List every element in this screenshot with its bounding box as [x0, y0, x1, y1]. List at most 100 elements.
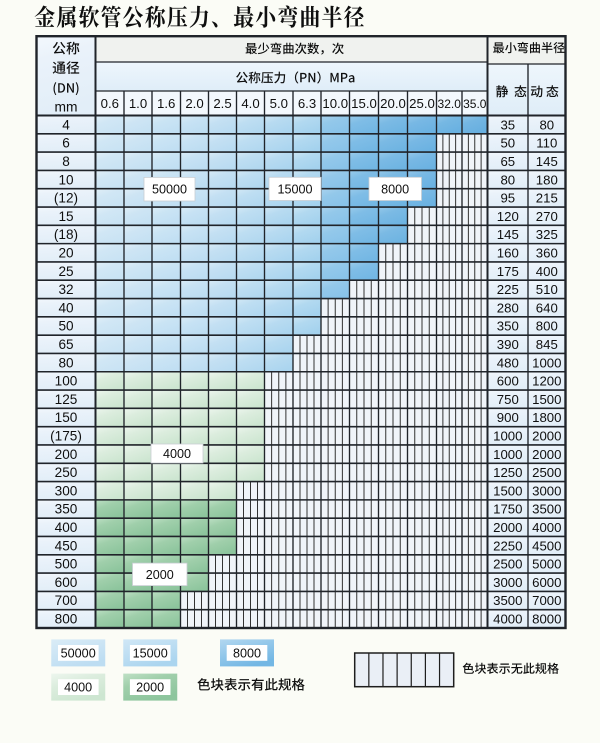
svg-text:500: 500	[55, 557, 78, 572]
svg-text:110: 110	[536, 136, 557, 151]
svg-text:600: 600	[55, 575, 78, 590]
svg-text:50000: 50000	[61, 646, 96, 660]
svg-text:50: 50	[58, 319, 74, 334]
svg-text:2.0: 2.0	[185, 96, 203, 111]
svg-text:2000: 2000	[493, 520, 522, 535]
svg-text:600: 600	[497, 374, 519, 389]
svg-text:1000: 1000	[493, 429, 522, 444]
svg-text:2.5: 2.5	[213, 96, 231, 111]
svg-text:2000: 2000	[532, 447, 561, 462]
svg-text:65: 65	[58, 337, 73, 352]
svg-text:450: 450	[55, 538, 78, 553]
svg-text:510: 510	[536, 282, 558, 297]
svg-text:360: 360	[536, 246, 558, 261]
svg-text:32.0: 32.0	[438, 97, 462, 111]
svg-text:145: 145	[497, 227, 519, 242]
svg-text:4: 4	[62, 117, 70, 132]
svg-text:845: 845	[536, 337, 558, 352]
svg-text:400: 400	[536, 264, 558, 279]
svg-text:5.0: 5.0	[270, 96, 288, 111]
svg-text:25.0: 25.0	[409, 96, 435, 111]
svg-text:145: 145	[536, 154, 558, 169]
svg-text:8000: 8000	[233, 646, 261, 660]
svg-text:1.6: 1.6	[157, 96, 175, 111]
svg-text:8: 8	[62, 154, 70, 169]
svg-text:35.0: 35.0	[463, 97, 487, 111]
svg-text:10.0: 10.0	[322, 96, 348, 111]
svg-text:480: 480	[497, 355, 519, 370]
svg-text:50000: 50000	[152, 183, 187, 197]
svg-text:2250: 2250	[493, 538, 522, 553]
svg-text:280: 280	[497, 300, 519, 315]
svg-text:15.0: 15.0	[351, 96, 377, 111]
svg-text:4000: 4000	[163, 447, 191, 461]
svg-text:4000: 4000	[532, 520, 561, 535]
svg-text:mm: mm	[55, 100, 78, 115]
svg-text:1.0: 1.0	[129, 96, 147, 111]
svg-text:225: 225	[497, 282, 519, 297]
svg-text:(175): (175)	[50, 429, 82, 444]
svg-text:4500: 4500	[532, 538, 561, 553]
svg-text:10: 10	[58, 172, 74, 187]
svg-text:8000: 8000	[381, 182, 409, 196]
svg-text:180: 180	[536, 172, 558, 187]
svg-text:215: 215	[536, 191, 558, 206]
svg-text:80: 80	[500, 172, 515, 187]
svg-text:1800: 1800	[532, 410, 561, 425]
svg-text:4000: 4000	[64, 681, 92, 695]
svg-text:1200: 1200	[532, 374, 561, 389]
svg-text:20: 20	[58, 246, 74, 261]
svg-text:800: 800	[55, 612, 78, 627]
svg-text:350: 350	[497, 319, 519, 334]
svg-text:40: 40	[58, 300, 74, 315]
svg-text:750: 750	[497, 392, 519, 407]
svg-text:(18): (18)	[54, 227, 78, 242]
svg-text:325: 325	[536, 227, 558, 242]
svg-text:2000: 2000	[146, 568, 174, 582]
svg-text:800: 800	[536, 319, 558, 334]
svg-text:2500: 2500	[493, 557, 522, 572]
svg-text:900: 900	[497, 410, 519, 425]
svg-text:15: 15	[58, 209, 73, 224]
svg-text:3000: 3000	[532, 483, 561, 498]
svg-text:120: 120	[497, 209, 519, 224]
svg-text:4.0: 4.0	[241, 96, 259, 111]
svg-text:1000: 1000	[532, 355, 561, 370]
svg-text:270: 270	[536, 209, 558, 224]
svg-text:(12): (12)	[54, 191, 78, 206]
svg-text:20.0: 20.0	[380, 96, 406, 111]
svg-text:6.3: 6.3	[298, 96, 316, 111]
svg-text:2500: 2500	[532, 465, 561, 480]
svg-text:1500: 1500	[493, 483, 522, 498]
svg-text:640: 640	[536, 300, 558, 315]
svg-text:6000: 6000	[532, 575, 561, 590]
svg-text:50: 50	[500, 136, 515, 151]
svg-text:1250: 1250	[493, 465, 522, 480]
svg-text:15000: 15000	[277, 182, 312, 196]
svg-text:32: 32	[58, 282, 73, 297]
svg-text:65: 65	[500, 154, 515, 169]
svg-text:700: 700	[55, 593, 78, 608]
svg-text:160: 160	[497, 246, 519, 261]
svg-text:200: 200	[55, 447, 78, 462]
svg-text:1500: 1500	[532, 392, 561, 407]
svg-text:390: 390	[497, 337, 519, 352]
svg-text:95: 95	[500, 191, 515, 206]
svg-text:15000: 15000	[133, 646, 168, 660]
svg-text:1750: 1750	[493, 502, 522, 517]
svg-text:7000: 7000	[532, 593, 561, 608]
svg-text:150: 150	[55, 410, 78, 425]
svg-text:3500: 3500	[493, 593, 522, 608]
svg-text:0.6: 0.6	[101, 96, 119, 111]
svg-text:125: 125	[55, 392, 78, 407]
svg-text:250: 250	[55, 465, 78, 480]
svg-text:6: 6	[62, 136, 70, 151]
svg-text:80: 80	[58, 355, 74, 370]
svg-text:8000: 8000	[532, 612, 561, 627]
svg-text:350: 350	[55, 502, 78, 517]
svg-text:100: 100	[55, 374, 78, 389]
svg-text:25: 25	[58, 264, 73, 279]
svg-text:4000: 4000	[493, 612, 522, 627]
svg-text:2000: 2000	[532, 429, 561, 444]
svg-text:300: 300	[55, 483, 78, 498]
